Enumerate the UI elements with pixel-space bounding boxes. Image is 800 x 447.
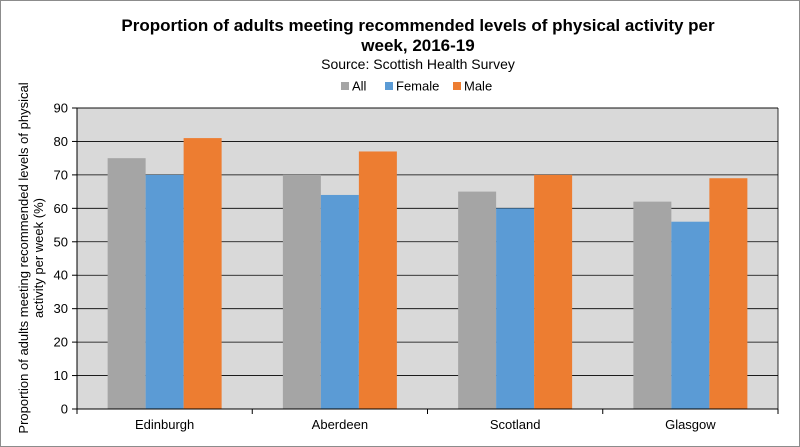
y-tick-label: 30 <box>54 301 68 316</box>
y-tick-label: 90 <box>54 101 68 116</box>
y-tick-label: 50 <box>54 234 68 249</box>
bar-female-aberdeen <box>320 194 359 409</box>
y-tick-label: 40 <box>54 268 68 283</box>
legend-swatch-all <box>341 82 349 90</box>
bar-female-glasgow <box>671 221 710 409</box>
bar-all-glasgow <box>633 201 672 409</box>
legend-label-female: Female <box>396 79 439 94</box>
y-axis-label-line-2: activity per week (%) <box>31 198 46 318</box>
legend-label-all: All <box>352 79 367 94</box>
y-tick-label: 20 <box>54 335 68 350</box>
bar-all-aberdeen <box>282 174 321 409</box>
y-tick-label: 10 <box>54 368 68 383</box>
bar-all-scotland <box>458 191 497 409</box>
bar-male-scotland <box>534 174 573 409</box>
legend-swatch-male <box>453 82 461 90</box>
chart-title: Proportion of adults meeting recommended… <box>121 16 715 55</box>
bar-female-scotland <box>496 208 535 409</box>
y-tick-label: 60 <box>54 201 68 216</box>
chart-legend: All Female Male <box>341 79 492 94</box>
y-tick-label: 80 <box>54 134 68 149</box>
y-axis-ticks: 0 10 20 30 40 50 60 70 80 90 <box>54 101 77 417</box>
bar-male-edinburgh <box>183 138 222 409</box>
bar-female-edinburgh <box>145 174 184 409</box>
chart-title-line-1: Proportion of adults meeting recommended… <box>121 16 715 35</box>
bars <box>107 138 748 409</box>
x-tick-label: Scotland <box>490 417 541 432</box>
x-tick-label: Aberdeen <box>312 417 368 432</box>
x-axis-ticks: Edinburgh Aberdeen Scotland Glasgow <box>76 409 779 432</box>
chart-title-line-2: week, 2016-19 <box>360 36 474 55</box>
x-tick-label: Glasgow <box>665 417 716 432</box>
x-tick-label: Edinburgh <box>135 417 194 432</box>
y-tick-label: 0 <box>61 402 68 417</box>
y-axis-label: Proportion of adults meeting recommended… <box>16 82 46 433</box>
y-tick-label: 70 <box>54 167 68 182</box>
bar-male-glasgow <box>709 178 748 409</box>
legend-swatch-female <box>385 82 393 90</box>
bar-all-edinburgh <box>107 158 146 409</box>
chart-subtitle: Source: Scottish Health Survey <box>321 56 515 72</box>
bar-male-aberdeen <box>358 151 397 409</box>
y-axis-label-line-1: Proportion of adults meeting recommended… <box>16 82 31 433</box>
legend-label-male: Male <box>464 79 492 94</box>
